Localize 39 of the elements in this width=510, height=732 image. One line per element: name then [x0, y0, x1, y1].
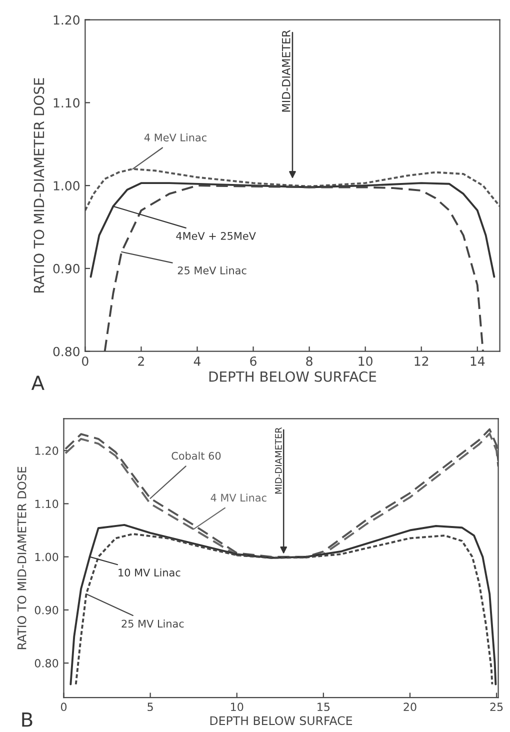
annotation: MID-DIAMETER [275, 427, 282, 494]
x-tick-label: 4 [194, 356, 201, 366]
y-tick-label: 1.20 [35, 446, 58, 455]
x-tick-label: 10 [358, 356, 372, 366]
x-tick-label: 6 [250, 356, 256, 366]
x-tick-label: 0 [82, 356, 88, 366]
x-axis-title: DEPTH BELOW SURFACE [210, 716, 352, 726]
x-tick-label: 8 [306, 356, 312, 366]
text: 4MeV + 25MeV [176, 232, 256, 240]
text: 25 MV Linac [122, 620, 184, 628]
text: A [31, 376, 44, 390]
y-tick-label: 1.20 [54, 15, 80, 25]
x-tick-label: 5 [148, 702, 153, 712]
y-tick-label: 1.00 [35, 552, 58, 562]
x-tick-label: 10 [231, 702, 244, 712]
x-tick-label: 2 [138, 356, 144, 366]
x-tick-label: 20 [404, 702, 416, 712]
text: 4 MeV Linac [144, 133, 206, 142]
text: 25 MeV Linac [178, 266, 246, 274]
y-tick-label: 0.90 [34, 606, 58, 614]
y-axis-title: RATIO TO MID-DIAMETER DOSE [34, 78, 44, 293]
x-tick-label: 25 [490, 702, 503, 712]
x-axis-title: DEPTH BELOW SURFACE [209, 371, 376, 382]
text: B [22, 712, 32, 727]
y-axis-title: RATIO TO MID-DIAMETER DOSE [17, 466, 26, 650]
y-tick-label: 1.10 [54, 98, 80, 108]
text: Cobalt 60 [172, 452, 221, 460]
x-tick-label: 14 [470, 356, 485, 366]
y-tick-label: 1.10 [35, 500, 58, 508]
x-tick-label: 15 [318, 702, 330, 712]
y-tick-label: 1.00 [54, 181, 80, 190]
x-tick-label: 12 [414, 356, 428, 366]
x-tick-label: 0 [60, 702, 67, 712]
y-tick-label: 0.80 [34, 659, 58, 668]
text: 10 MV Linac [118, 568, 180, 577]
y-tick-label: 0.90 [53, 264, 80, 274]
text: 4 MV Linac [210, 494, 266, 502]
y-tick-label: 0.80 [53, 346, 80, 356]
annotation: MID-DIAMETER [282, 30, 290, 112]
